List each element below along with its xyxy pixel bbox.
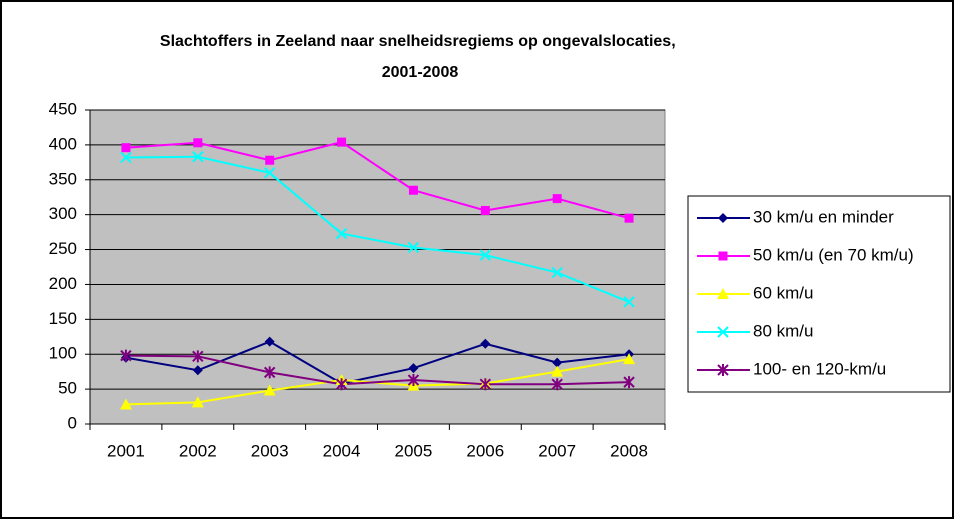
y-tick-label: 0 [68, 413, 77, 432]
legend-marker [717, 288, 729, 299]
data-point [480, 205, 490, 215]
data-point [551, 266, 563, 279]
y-tick-label: 300 [49, 204, 77, 223]
legend-marker [717, 364, 729, 376]
series-line [125, 141, 630, 220]
series-line [125, 354, 630, 386]
y-tick-label: 100 [49, 344, 77, 363]
data-point [192, 151, 204, 163]
data-point [192, 365, 203, 376]
data-point [264, 336, 275, 347]
y-tick-label: 350 [49, 169, 77, 188]
y-tick-label: 150 [49, 309, 77, 328]
legend-label: 80 km/u [753, 321, 813, 340]
data-point [407, 241, 420, 254]
x-tick-label: 2004 [323, 441, 361, 460]
x-tick-label: 2002 [179, 441, 217, 460]
legend-marker [718, 213, 728, 223]
data-point [408, 363, 419, 374]
data-point [193, 138, 203, 148]
plot-area [89, 109, 666, 425]
data-point [624, 213, 634, 223]
y-tick-label: 200 [49, 274, 77, 293]
series-line [125, 340, 630, 385]
x-tick-label: 2008 [610, 441, 648, 460]
data-point [120, 151, 132, 164]
legend-label: 30 km/u en minder [753, 207, 894, 226]
data-point [623, 296, 635, 308]
legend-label: 60 km/u [753, 283, 813, 302]
y-tick-label: 250 [49, 239, 77, 258]
x-tick-label: 2001 [107, 441, 145, 460]
legend-marker [718, 251, 728, 261]
legend-label: 100- en 120-km/u [753, 359, 886, 378]
x-tick-label: 2005 [395, 441, 433, 460]
data-point [121, 143, 131, 153]
legend-marker [717, 326, 729, 338]
data-point [623, 376, 635, 389]
data-point [335, 378, 348, 391]
data-point [407, 374, 420, 387]
data-point [263, 366, 276, 379]
data-point [192, 350, 204, 363]
data-point [408, 185, 418, 195]
x-tick-label: 2007 [538, 441, 576, 460]
x-tick-label: 2006 [466, 441, 504, 460]
data-point [479, 378, 492, 391]
chart-title: Slachtoffers in Zeeland naar snelheidsre… [160, 33, 680, 81]
x-tick-label: 2003 [251, 441, 289, 460]
data-point [552, 357, 563, 368]
data-point [479, 249, 492, 261]
y-tick-label: 50 [58, 379, 77, 398]
data-point [551, 378, 563, 391]
data-point [623, 353, 636, 365]
data-point [335, 227, 348, 240]
data-point [120, 349, 132, 362]
data-point [191, 396, 204, 408]
data-point [337, 137, 347, 147]
data-point [480, 338, 491, 349]
data-point [119, 398, 132, 410]
data-point [552, 194, 562, 204]
series-line [125, 155, 630, 303]
data-point [551, 365, 564, 377]
data-point [263, 384, 276, 396]
data-point [265, 155, 275, 165]
y-tick-label: 400 [49, 134, 77, 153]
y-tick-label: 450 [49, 99, 77, 118]
legend-label: 50 km/u (en 70 km/u) [753, 245, 914, 264]
data-point [263, 167, 276, 179]
